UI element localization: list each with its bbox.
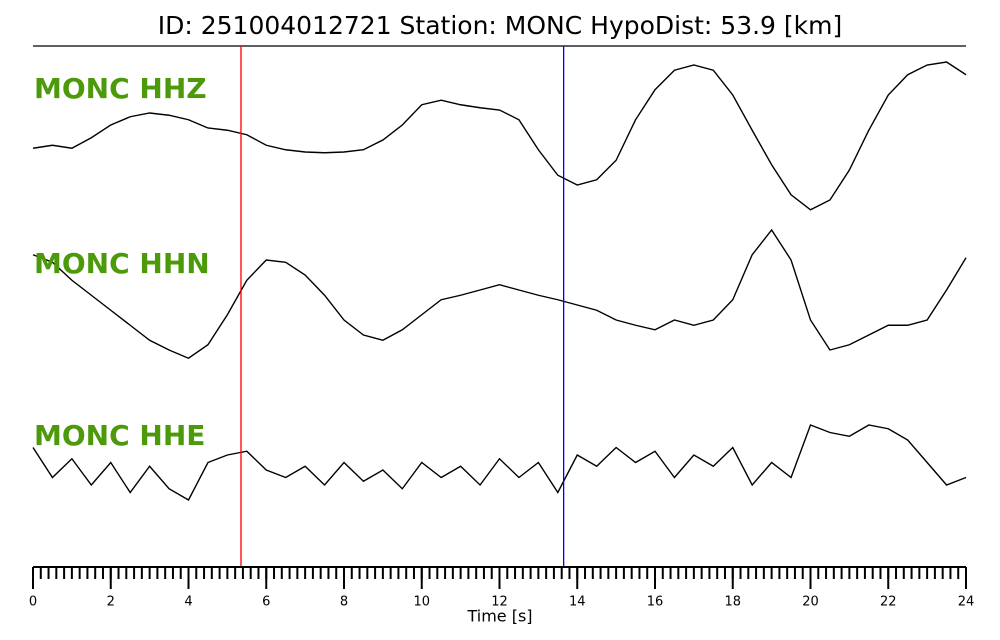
- x-tick-label: 16: [647, 595, 664, 610]
- x-tick-label: 22: [880, 595, 897, 610]
- trace: [32, 61, 967, 211]
- x-tick-label: 0: [29, 595, 37, 610]
- trace-label: MONC HHN: [34, 247, 210, 280]
- trace-label: MONC HHE: [34, 419, 205, 452]
- x-tick-label: 24: [958, 595, 975, 610]
- x-axis-label: Time [s]: [466, 607, 532, 626]
- x-tick-label: 12: [491, 595, 508, 610]
- x-tick-label: 8: [340, 595, 348, 610]
- trace: [32, 228, 967, 360]
- x-tick-label: 18: [724, 595, 741, 610]
- x-tick-label: 20: [802, 595, 819, 610]
- x-tick-label: 4: [184, 595, 192, 610]
- x-tick-label: 2: [107, 595, 115, 610]
- x-tick-label: 14: [569, 595, 586, 610]
- trace-label: MONC HHZ: [34, 72, 207, 105]
- chart-title: ID: 251004012721 Station: MONC HypoDist:…: [158, 11, 843, 40]
- x-tick-label: 10: [413, 595, 430, 610]
- trace: [32, 424, 967, 501]
- x-tick-label: 6: [262, 595, 270, 610]
